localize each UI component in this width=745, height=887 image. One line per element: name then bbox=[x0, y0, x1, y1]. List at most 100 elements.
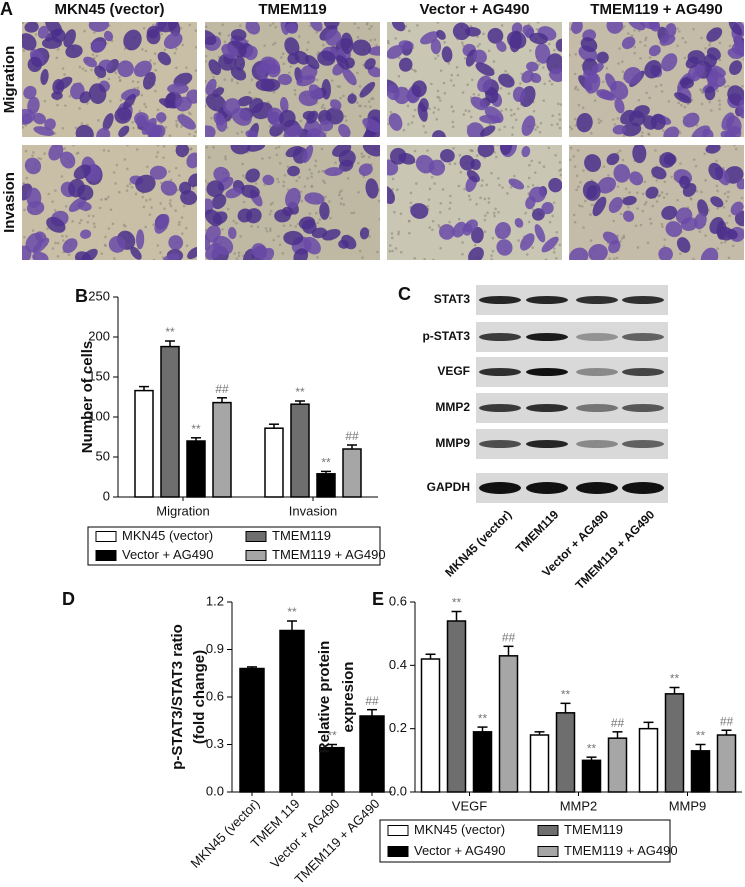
pore bbox=[370, 25, 373, 28]
cell bbox=[323, 22, 340, 30]
cell bbox=[452, 22, 471, 41]
y-axis-label: p-STAT3/STAT3 ratio bbox=[169, 624, 186, 770]
pore bbox=[538, 130, 542, 134]
pore bbox=[356, 101, 359, 104]
pore bbox=[268, 156, 271, 160]
pore bbox=[173, 51, 177, 55]
pore bbox=[391, 249, 394, 253]
cell bbox=[548, 177, 562, 193]
x-tick-label: Vector + AG490 bbox=[267, 796, 342, 871]
pore bbox=[408, 29, 411, 33]
pore bbox=[533, 171, 537, 174]
pore bbox=[509, 186, 513, 189]
pore bbox=[722, 206, 726, 209]
cell bbox=[285, 187, 301, 209]
cell bbox=[475, 62, 495, 76]
pore bbox=[269, 209, 273, 213]
cell bbox=[306, 110, 319, 124]
cell bbox=[269, 123, 284, 137]
pore bbox=[437, 96, 441, 99]
cell bbox=[205, 234, 211, 251]
band bbox=[526, 440, 568, 448]
y-tick-label: 0.0 bbox=[206, 783, 224, 798]
pore bbox=[503, 125, 507, 129]
cell bbox=[691, 125, 711, 137]
pore bbox=[597, 121, 601, 125]
pore bbox=[393, 210, 396, 214]
pore bbox=[340, 189, 343, 192]
cell bbox=[205, 29, 217, 46]
bar bbox=[134, 389, 154, 498]
cell bbox=[387, 44, 404, 59]
pore bbox=[466, 83, 470, 86]
pore bbox=[472, 92, 476, 96]
legend-swatch bbox=[245, 531, 267, 542]
pore bbox=[293, 93, 297, 96]
pore bbox=[317, 170, 321, 174]
cell bbox=[480, 125, 496, 137]
cell bbox=[146, 25, 160, 39]
pore bbox=[662, 244, 666, 248]
pore bbox=[316, 221, 320, 225]
cell bbox=[514, 217, 524, 228]
pore bbox=[612, 257, 616, 260]
pore bbox=[434, 57, 437, 60]
pore bbox=[448, 162, 452, 166]
pore bbox=[416, 24, 419, 27]
cell bbox=[665, 221, 683, 238]
cell bbox=[245, 22, 261, 35]
pore bbox=[433, 182, 436, 185]
pore bbox=[695, 189, 699, 193]
cell bbox=[135, 115, 147, 128]
pore bbox=[627, 206, 630, 209]
cell bbox=[55, 76, 73, 91]
pore bbox=[463, 187, 466, 191]
pore bbox=[358, 114, 362, 118]
pore bbox=[718, 58, 722, 62]
cell bbox=[597, 176, 617, 194]
cell bbox=[245, 168, 260, 183]
pore bbox=[448, 220, 451, 224]
lane-label: TMEM119 bbox=[513, 507, 562, 556]
y-axis-label: (fold change) bbox=[191, 650, 208, 744]
pore bbox=[23, 235, 26, 239]
y-tick-label: 0.3 bbox=[206, 736, 224, 751]
pore bbox=[305, 48, 309, 52]
pore bbox=[130, 185, 134, 189]
pore bbox=[175, 125, 179, 128]
pore bbox=[536, 125, 539, 129]
pore bbox=[439, 202, 443, 205]
pore bbox=[299, 119, 303, 123]
pore bbox=[641, 209, 645, 213]
bar bbox=[359, 715, 385, 793]
pore bbox=[256, 225, 260, 229]
pore bbox=[269, 227, 272, 230]
pore bbox=[452, 146, 455, 150]
pore bbox=[497, 176, 500, 180]
pore bbox=[639, 57, 642, 60]
pore bbox=[455, 66, 459, 69]
bar bbox=[529, 734, 550, 793]
pore bbox=[168, 134, 172, 137]
pore bbox=[481, 179, 484, 182]
cell bbox=[582, 180, 601, 201]
pore bbox=[633, 51, 636, 55]
cell bbox=[730, 201, 744, 216]
cell bbox=[332, 145, 352, 157]
pore bbox=[356, 71, 359, 75]
pore bbox=[63, 147, 66, 150]
pore bbox=[493, 214, 496, 218]
cell bbox=[79, 91, 91, 104]
pore bbox=[84, 69, 88, 73]
pore bbox=[576, 149, 580, 152]
pore bbox=[461, 91, 465, 94]
pore bbox=[39, 157, 43, 161]
pore bbox=[210, 116, 213, 120]
cell bbox=[494, 222, 511, 240]
cell bbox=[608, 240, 621, 254]
pore bbox=[573, 117, 577, 121]
cell bbox=[24, 22, 39, 33]
pore bbox=[578, 204, 581, 208]
pore bbox=[224, 157, 228, 161]
pore bbox=[500, 24, 504, 27]
